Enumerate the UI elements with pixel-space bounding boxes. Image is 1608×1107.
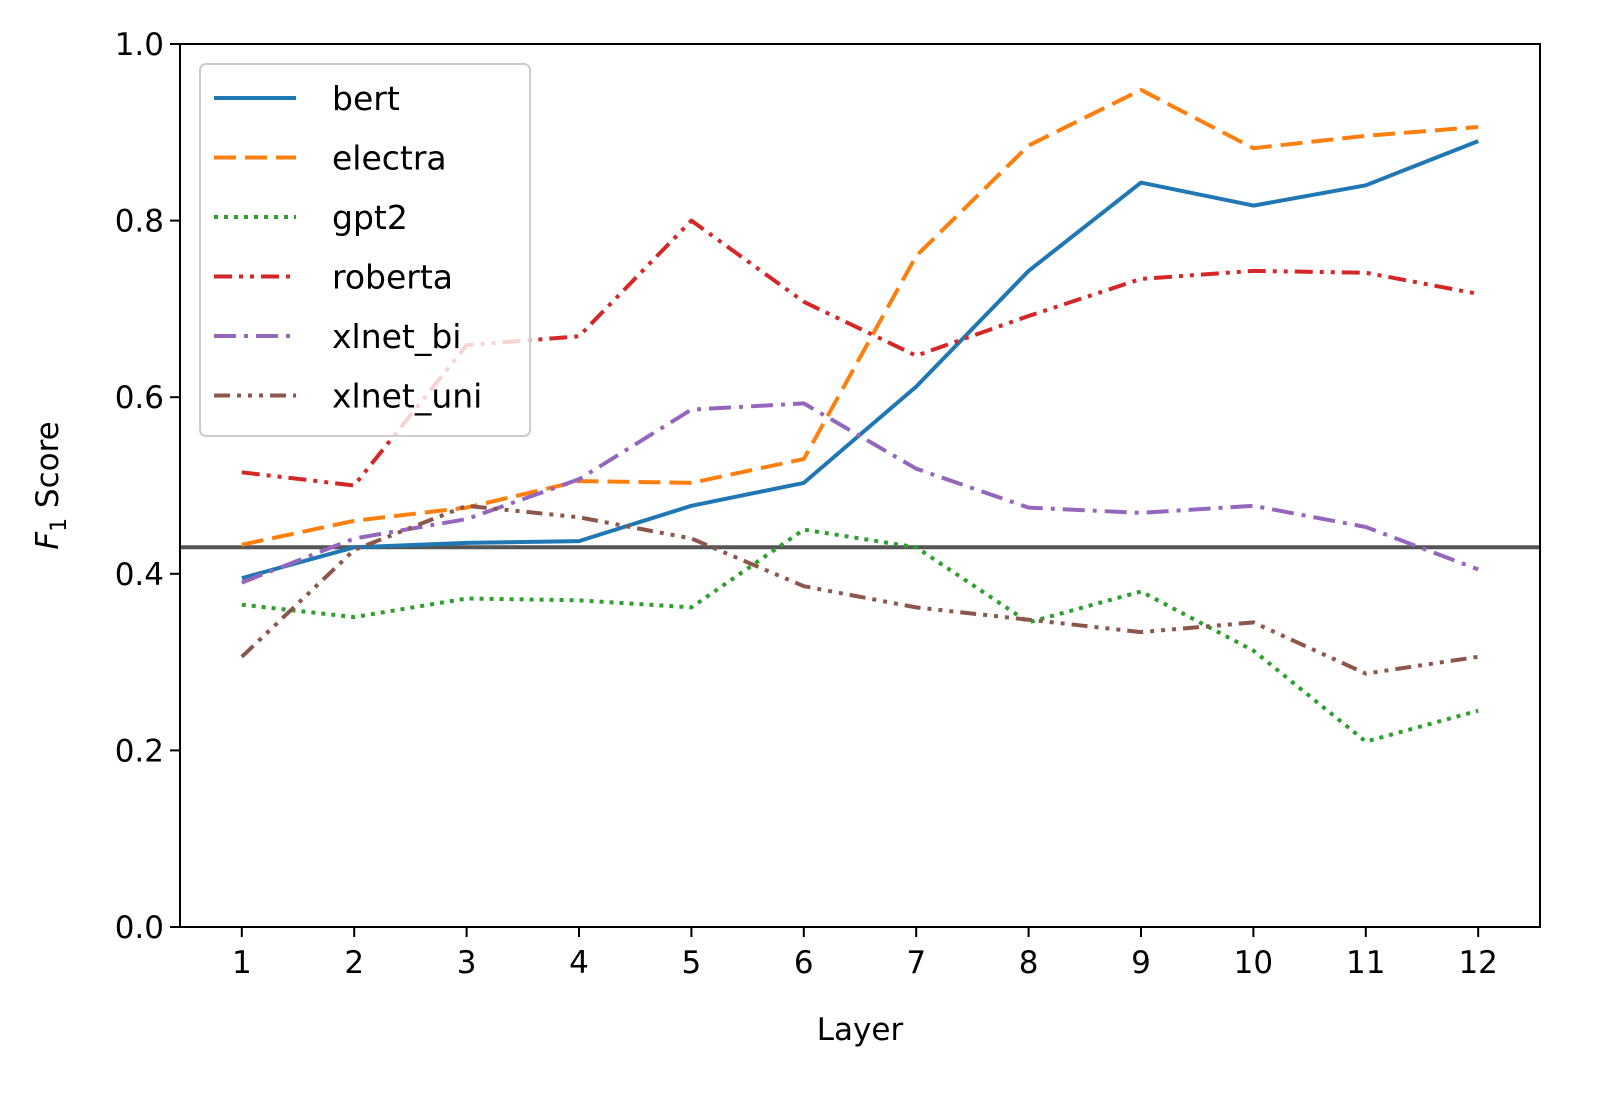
y-axis: 0.0 0.2 0.4 0.6 0.8 1.0 [115, 27, 180, 946]
legend-label-bert: bert [332, 79, 400, 118]
x-tick-label: 10 [1234, 945, 1273, 981]
x-axis-label: Layer [817, 1012, 904, 1048]
series-line-xlnet_bi [241, 401, 1479, 585]
series-line-electra [241, 87, 1479, 547]
y-axis-label-rest: Score [30, 421, 66, 518]
x-tick-label: 9 [1131, 945, 1151, 981]
y-tick-label: 1.0 [115, 27, 164, 63]
x-tick-label: 11 [1346, 945, 1385, 981]
series-line-xlnet_uni [240, 503, 1479, 676]
y-axis-label-main: F [30, 531, 66, 550]
y-tick-label: 0.4 [115, 557, 164, 593]
y-axis-label-subscript: 1 [47, 518, 72, 532]
y-tick-label: 0.8 [115, 204, 164, 240]
legend-label-xlnet_bi: xlnet_bi [332, 317, 461, 356]
legend-label-gpt2: gpt2 [332, 198, 408, 237]
y-tick-label: 0.2 [115, 733, 164, 769]
x-tick-label: 12 [1458, 945, 1497, 981]
legend-label-roberta: roberta [332, 258, 453, 297]
y-axis-label: F1 Score [30, 421, 72, 550]
legend-label-electra: electra [332, 139, 447, 178]
y-tick-label: 0.6 [115, 380, 164, 416]
x-tick-label: 7 [906, 945, 926, 981]
x-tick-label: 2 [344, 945, 364, 981]
x-axis: 1 2 3 4 5 6 7 8 9 10 11 12 [232, 927, 1498, 981]
x-tick-label: 8 [1019, 945, 1039, 981]
x-tick-label: 6 [794, 945, 814, 981]
y-tick-label: 0.0 [115, 910, 164, 946]
x-tick-label: 3 [457, 945, 477, 981]
x-tick-label: 1 [232, 945, 252, 981]
plot-frame [179, 43, 1541, 928]
x-tick-label: 5 [682, 945, 702, 981]
x-tick-label: 4 [569, 945, 589, 981]
legend-label-xlnet_uni: xlnet_uni [332, 377, 482, 416]
legend: bert electra gpt2 roberta xlnet_bi xlnet_uni [199, 63, 531, 437]
